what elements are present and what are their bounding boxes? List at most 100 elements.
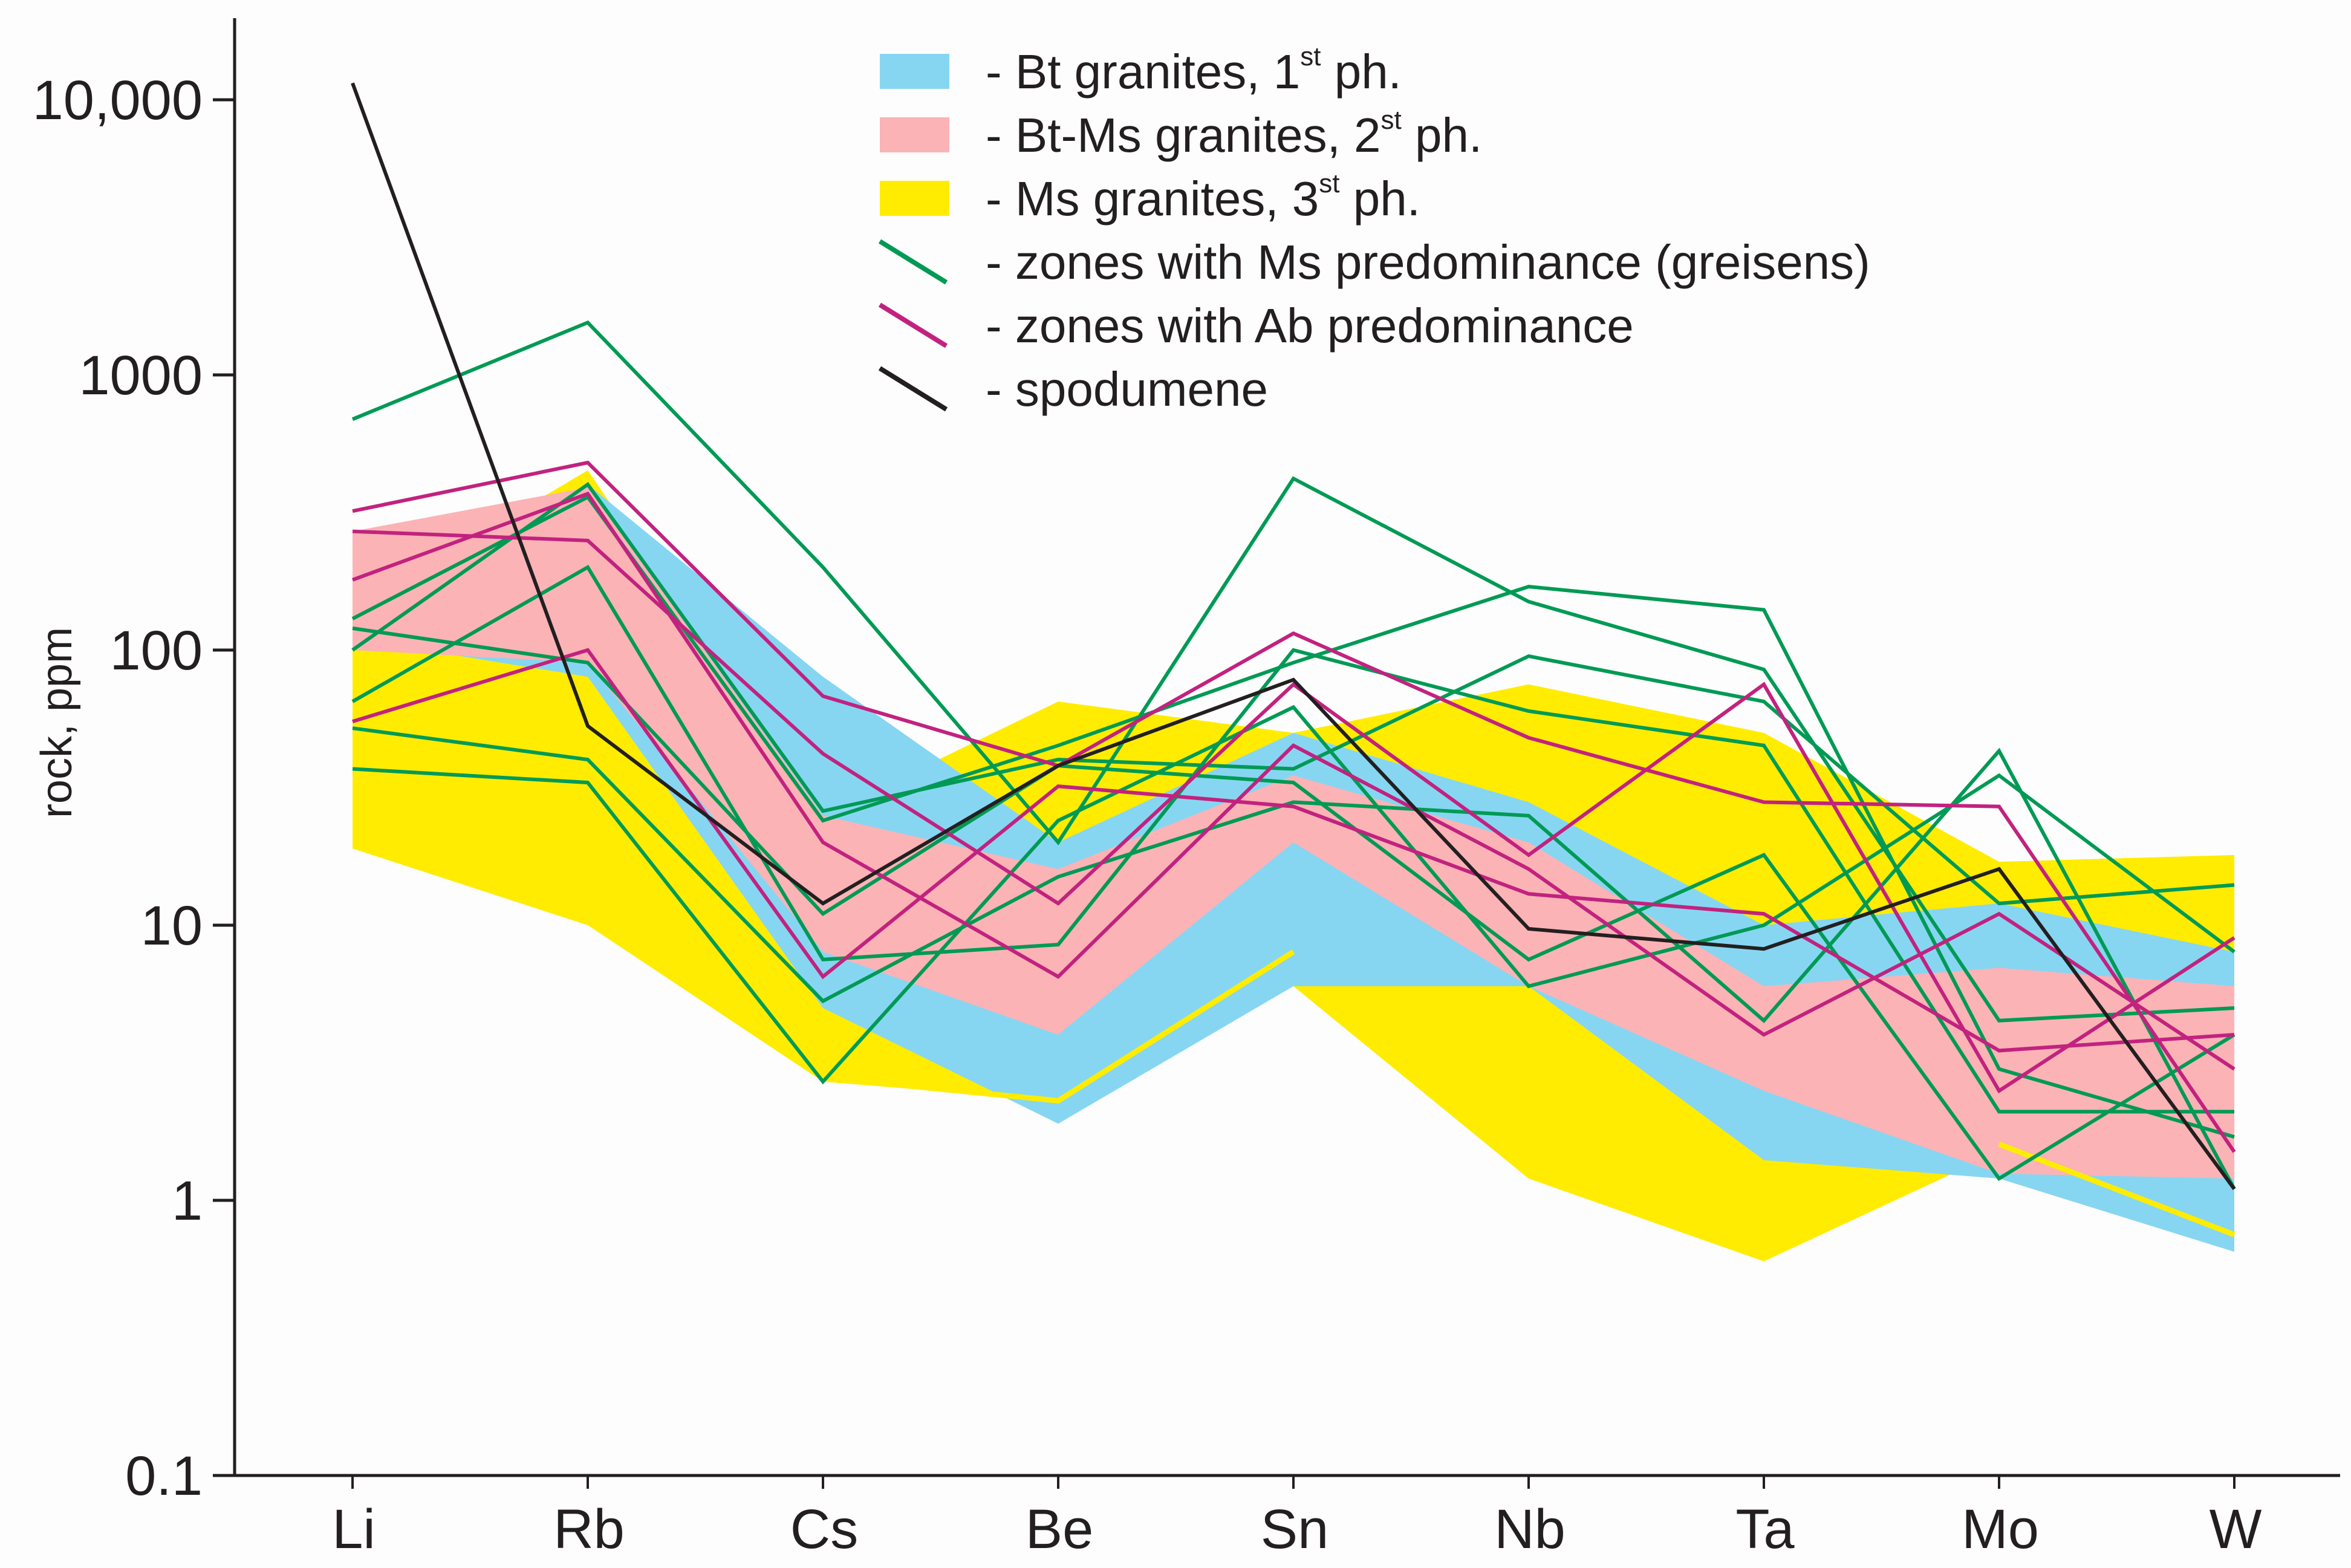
x-tick-label-ta: Ta (1735, 1498, 1795, 1560)
data-point (1999, 1050, 2000, 1051)
series-greisen-5 (352, 726, 2236, 1190)
data-point (1999, 869, 2000, 870)
legend-line-marker (878, 366, 948, 412)
x-tick-label-sn: Sn (1261, 1498, 1329, 1560)
series-line (351, 491, 2236, 1071)
legend-label: - Bt granites, 1st ph. (986, 42, 1402, 99)
series-greisen-4 (351, 564, 2235, 1114)
data-point (1999, 806, 2000, 807)
series-greisen-2 (351, 495, 2235, 1139)
series-line (351, 564, 2234, 1114)
data-point (823, 842, 824, 843)
legend-label: - zones with Ab predominance (986, 299, 1634, 353)
data-point (823, 1081, 824, 1082)
band-2 (353, 487, 2234, 1179)
series-line (822, 949, 2236, 1237)
data-point (1058, 842, 1059, 843)
series-albitite-10 (351, 491, 2236, 1071)
data-point (1999, 1111, 2000, 1112)
y-tick-label: 1 (172, 1170, 203, 1232)
data-point (2234, 1008, 2235, 1009)
data-point (1058, 745, 1059, 746)
series-line (351, 320, 2235, 1023)
series-greisen-7 (352, 626, 2236, 1182)
data-point (1293, 745, 1294, 746)
x-tick-label-rb: Rb (553, 1498, 625, 1560)
legend-entry-2: - Ms granites, 3st ph. (880, 169, 1420, 226)
legend-label: - Ms granites, 3st ph. (986, 169, 1420, 226)
axes (233, 18, 2340, 1477)
data-point (1293, 478, 1294, 479)
data-point (1293, 684, 1294, 685)
series-line (351, 481, 2235, 906)
legend-swatch (880, 181, 949, 216)
data-point (1999, 775, 2000, 776)
legend-swatch (880, 117, 949, 152)
data-point (823, 567, 824, 568)
data-point (1058, 786, 1059, 787)
data-point (1293, 662, 1294, 663)
legend-label: - spodumene (986, 362, 1268, 416)
data-point (823, 903, 824, 904)
data-point (1293, 633, 1294, 634)
data-point (1293, 650, 1294, 651)
y-tick-label: 10,000 (33, 70, 203, 131)
data-point (1293, 707, 1294, 708)
legend-line-marker (878, 302, 948, 348)
series-line (352, 726, 2236, 1190)
data-point (1058, 903, 1059, 904)
legend-entry-4: - zones with Ab predominance (878, 299, 1634, 353)
x-tick-label-nb: Nb (1494, 1498, 1566, 1560)
x-tick-label-be: Be (1026, 1498, 1094, 1560)
y-tick-label: 10 (141, 895, 203, 957)
data-point (823, 959, 824, 960)
data-point (2234, 1151, 2235, 1152)
legend-entry-5: - spodumene (878, 362, 1268, 416)
y-tick-label: 1000 (79, 345, 203, 406)
x-tick-label-w: W (2210, 1498, 2262, 1560)
data-point (1999, 903, 2000, 904)
data-point (823, 753, 824, 754)
y-tick-label: 100 (110, 620, 203, 682)
series-ms_granite-0 (822, 949, 2236, 1237)
series-line (352, 648, 2235, 1053)
x-tick-label-cs: Cs (790, 1498, 858, 1560)
data-point (1999, 1144, 2000, 1145)
x-tick-label-mo: Mo (1962, 1498, 2039, 1560)
data-point (2234, 937, 2235, 938)
series-line (351, 495, 2235, 1139)
legend: - Bt granites, 1st ph. - Bt-Ms granites, … (878, 42, 1870, 416)
series-albitite-8 (352, 460, 2236, 1153)
series-greisen-6 (352, 704, 2236, 1085)
data-point (823, 1077, 824, 1078)
legend-line-marker (878, 239, 948, 285)
series-greisen-3 (351, 481, 2235, 906)
data-point (823, 696, 824, 697)
data-point (1999, 1090, 2000, 1091)
data-point (2234, 1234, 2235, 1235)
series-spodumene-12 (351, 82, 2236, 1190)
series-layer (351, 82, 2236, 1237)
series-line (352, 460, 2236, 1153)
x-ticks: Li Rb Cs Be Sn Nb Ta Mo W (332, 1475, 2262, 1560)
data-point (1293, 782, 1294, 783)
legend-entry-3: - zones with Ms predominance (greisens) (878, 235, 1870, 289)
y-axis-title: rock, ppm (33, 627, 81, 818)
band-layer (353, 470, 2234, 1261)
x-tick-label-li: Li (332, 1498, 376, 1560)
legend-entry-0: - Bt granites, 1st ph. (880, 42, 1402, 99)
legend-label: - Bt-Ms granites, 2st ph. (986, 105, 1482, 162)
y-tick-label: 0.1 (125, 1445, 203, 1507)
data-point (2234, 1111, 2235, 1112)
data-point (823, 811, 824, 812)
legend-entry-1: - Bt-Ms granites, 2st ph. (880, 105, 1482, 162)
series-greisen-1 (351, 320, 2235, 1023)
data-point (1293, 806, 1294, 807)
legend-swatch (880, 54, 949, 89)
series-line (351, 82, 2236, 1190)
data-point (1058, 876, 1059, 877)
series-line (352, 704, 2236, 1085)
data-point (1999, 750, 2000, 751)
data-point (1999, 1020, 2000, 1021)
